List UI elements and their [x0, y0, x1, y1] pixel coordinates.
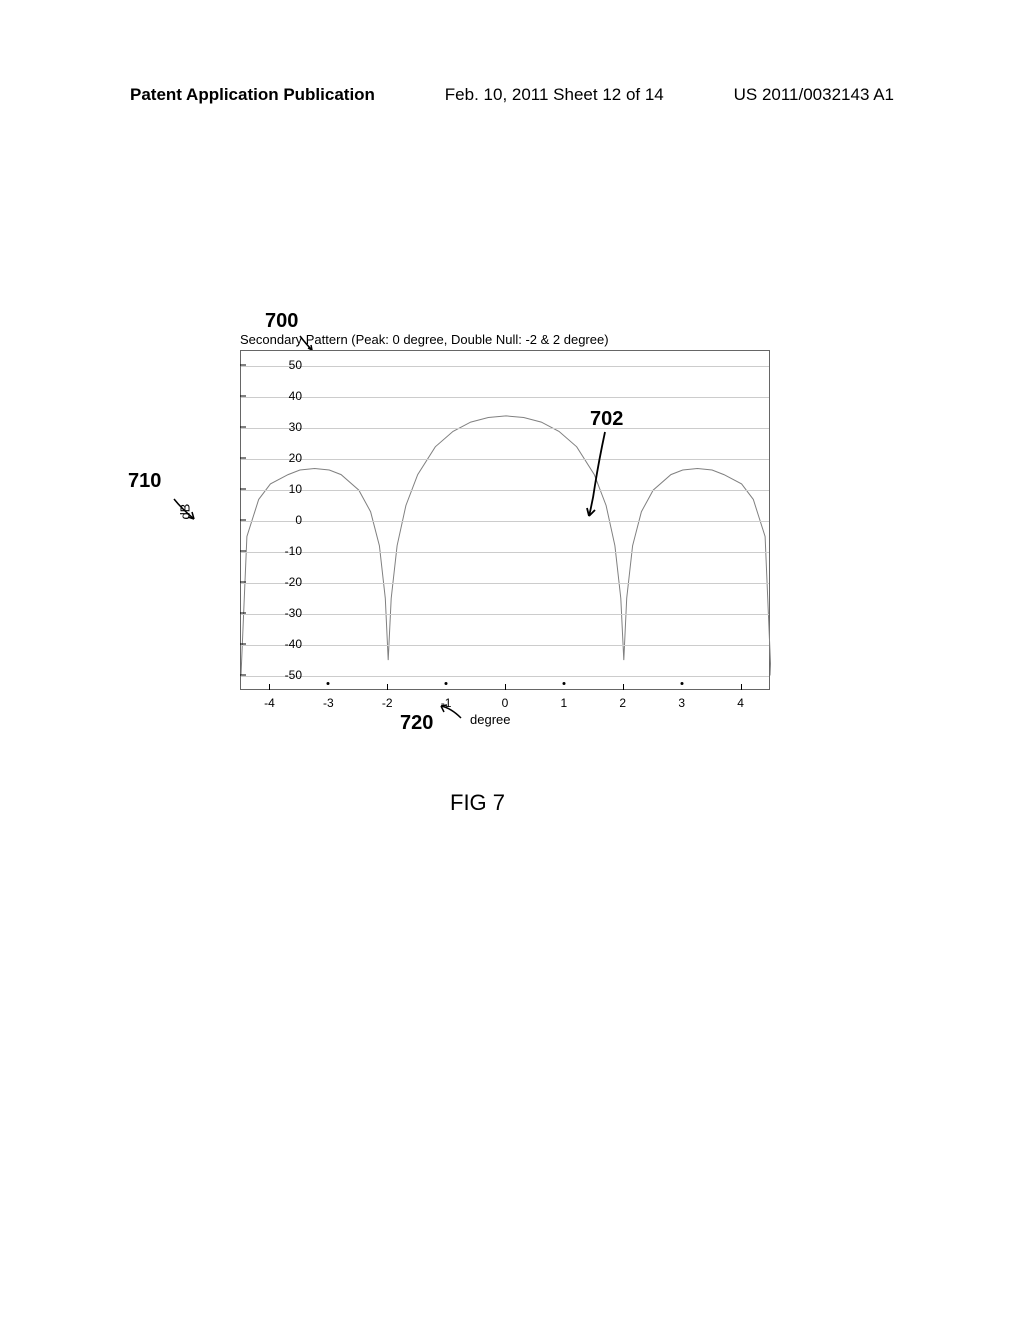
y-tick-mark: [240, 458, 246, 459]
gridline: [241, 366, 769, 367]
gridline: [241, 397, 769, 398]
x-tick-label: 3: [678, 696, 685, 710]
gridline: [241, 459, 769, 460]
x-tick-mark: [623, 684, 624, 690]
x-tick-mark: [269, 684, 270, 690]
y-tick-label: 20: [289, 451, 302, 465]
gridline: [241, 490, 769, 491]
y-tick-label: 0: [295, 513, 302, 527]
y-tick-mark: [240, 489, 246, 490]
gridline: [241, 614, 769, 615]
chart-container: 700 Secondary Pattern (Peak: 0 degree, D…: [190, 350, 790, 750]
gridline: [241, 521, 769, 522]
y-axis-ref-label: 710: [128, 470, 161, 493]
x-tick-mark: [387, 684, 388, 690]
x-tick-label: -4: [264, 696, 275, 710]
chart-ref-label: 700: [265, 310, 298, 333]
x-tick-label: -1: [441, 696, 452, 710]
plot-area: [240, 350, 770, 690]
x-tick-dot: [680, 682, 683, 685]
figure-label: FIG 7: [450, 790, 505, 816]
y-tick-label: 50: [289, 358, 302, 372]
x-tick-label: -3: [323, 696, 334, 710]
y-tick-label: -50: [285, 668, 302, 682]
y-tick-mark: [240, 427, 246, 428]
header-date-sheet: Feb. 10, 2011 Sheet 12 of 14: [445, 85, 664, 105]
y-tick-label: 30: [289, 420, 302, 434]
x-axis-label: degree: [470, 712, 510, 727]
y-tick-label: -30: [285, 606, 302, 620]
gridline: [241, 428, 769, 429]
x-tick-label: 0: [502, 696, 509, 710]
y-tick-label: -20: [285, 575, 302, 589]
x-tick-dot: [562, 682, 565, 685]
chart-title: Secondary Pattern (Peak: 0 degree, Doubl…: [240, 332, 609, 347]
gridline: [241, 583, 769, 584]
header-publication: Patent Application Publication: [130, 85, 375, 105]
x-tick-label: 1: [561, 696, 568, 710]
x-axis-ref-label: 720: [400, 712, 433, 735]
y-tick-mark: [240, 550, 246, 551]
curve-ref-arrow-icon: [585, 430, 615, 520]
x-tick-label: -2: [382, 696, 393, 710]
y-tick-mark: [240, 581, 246, 582]
y-axis-ref-arrow-icon: [170, 495, 200, 525]
y-tick-mark: [240, 643, 246, 644]
y-tick-mark: [240, 674, 246, 675]
y-tick-mark: [240, 520, 246, 521]
curve-ref-label: 702: [590, 408, 623, 431]
gridline: [241, 676, 769, 677]
y-tick-label: 10: [289, 482, 302, 496]
y-tick-label: -10: [285, 544, 302, 558]
x-tick-dot: [445, 682, 448, 685]
x-tick-mark: [741, 684, 742, 690]
x-tick-mark: [505, 684, 506, 690]
y-tick-mark: [240, 396, 246, 397]
x-tick-label: 2: [619, 696, 626, 710]
y-tick-mark: [240, 365, 246, 366]
y-tick-label: 40: [289, 389, 302, 403]
header-pub-number: US 2011/0032143 A1: [734, 85, 894, 105]
y-tick-label: -40: [285, 637, 302, 651]
x-tick-dot: [327, 682, 330, 685]
gridline: [241, 645, 769, 646]
x-tick-label: 4: [737, 696, 744, 710]
page-header: Patent Application Publication Feb. 10, …: [0, 85, 1024, 105]
y-tick-mark: [240, 612, 246, 613]
gridline: [241, 552, 769, 553]
